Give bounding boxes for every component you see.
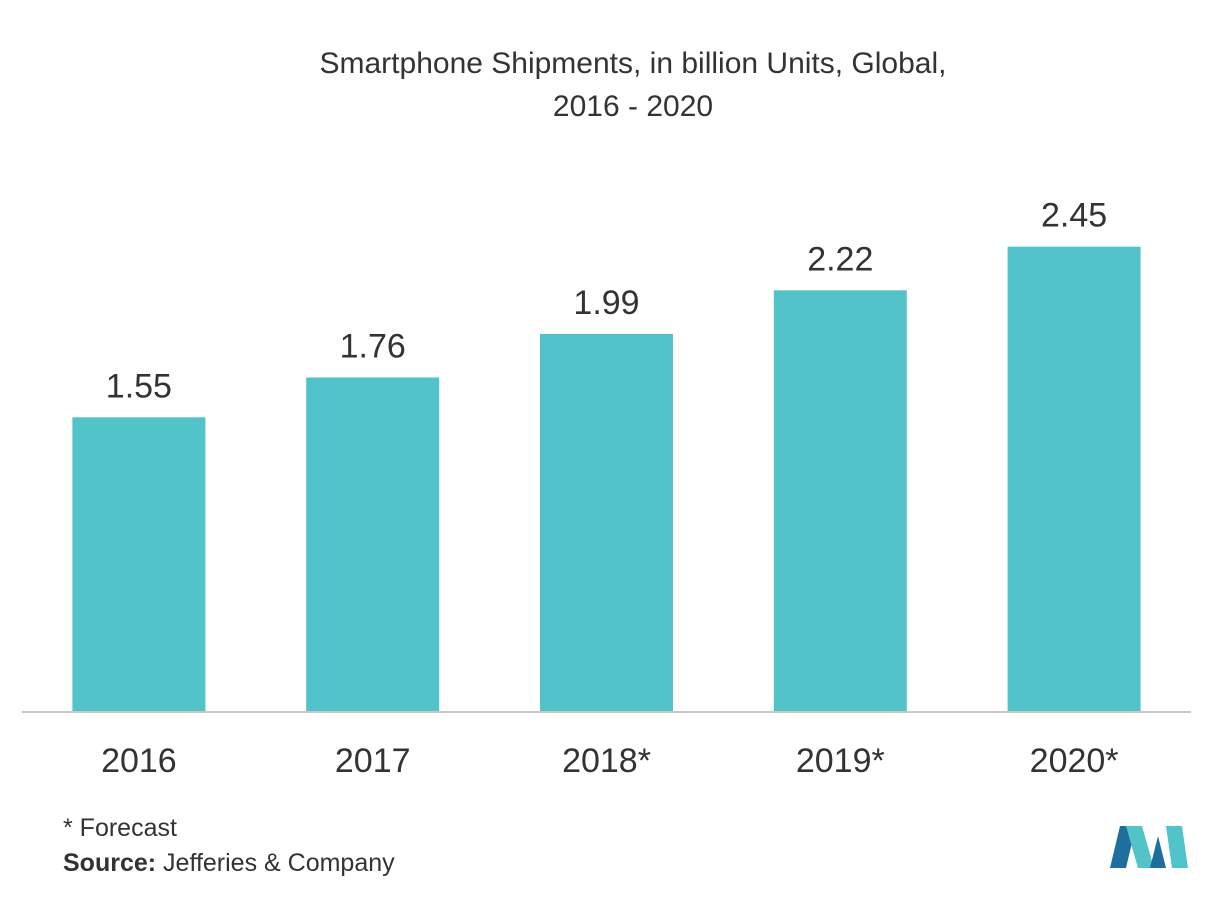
source-label: Source: [63,849,157,877]
chart-title: Smartphone Shipments, in billion Units, … [0,42,1213,128]
bar-2019 [773,290,907,711]
bar-2018 [540,333,673,711]
source-text: Jefferies & Company [156,849,395,877]
x-tick-label: 2020* [1030,742,1119,780]
bar-2016 [72,417,206,711]
bar-2020 [1007,246,1141,711]
chart-title-line-2: 2016 - 2020 [552,90,714,123]
data-label: 2.45 [1041,197,1107,235]
forecast-footnote: * Forecast [63,814,177,842]
x-tick-label: 2017 [335,742,411,780]
mordor-intelligence-logo-icon [1110,826,1188,868]
x-tick-label: 2018* [562,742,651,780]
data-label: 1.55 [106,367,172,405]
data-label: 1.76 [340,327,406,365]
bar-2017 [306,377,440,711]
data-label: 1.99 [573,284,639,322]
chart-title-line-1: Smartphone Shipments, in billion Units, … [319,47,947,80]
data-label: 2.22 [807,240,873,278]
source-note: Source: Jefferies & Company [63,847,395,879]
x-tick-label: 2019* [796,742,885,780]
x-tick-label: 2016 [101,742,177,780]
